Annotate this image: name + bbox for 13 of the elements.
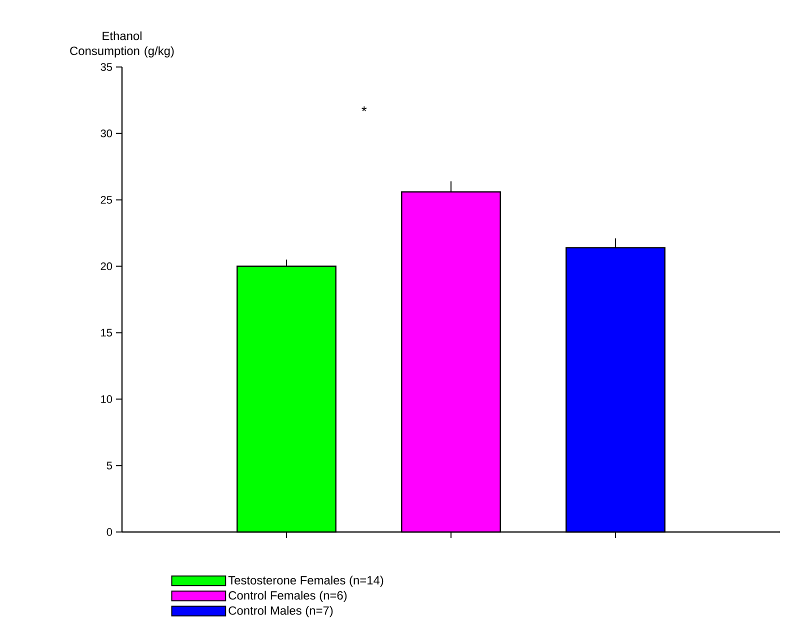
legend-label: Testosterone Females (n=14) <box>228 576 384 587</box>
y-axis-title: Ethanol Consumption (g/kg) <box>70 31 174 58</box>
legend-label: Control Males (n=7) <box>228 606 333 618</box>
y-tick-label: 20 <box>100 262 112 270</box>
y-tick-label: 35 <box>100 63 112 71</box>
y-tick-label: 10 <box>101 395 112 404</box>
y-tick-label: 15 <box>101 328 112 337</box>
annotation: * <box>362 106 367 112</box>
y-tick-label: 5 <box>106 462 112 470</box>
y-tick-label: 30 <box>100 130 112 138</box>
y-tick-label: 25 <box>100 196 112 204</box>
y-tick-label: 0 <box>106 528 112 536</box>
legend-label: Control Females (n=6) <box>228 590 347 602</box>
